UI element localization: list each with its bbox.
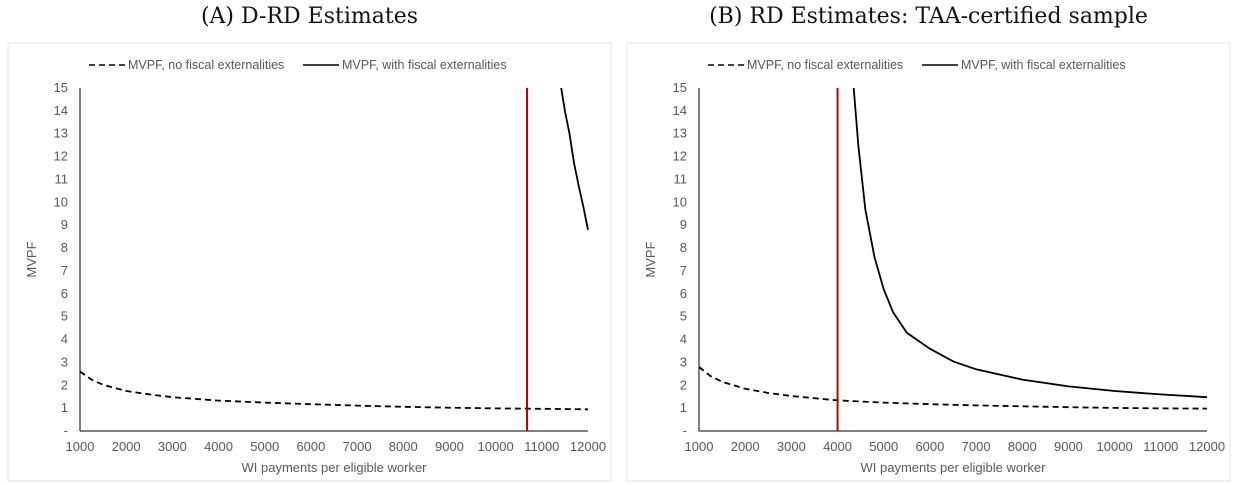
series-with-fiscal-line (852, 87, 1208, 399)
x-tick-label: 8000 (389, 439, 418, 454)
x-tick-label: 5000 (250, 439, 279, 454)
series-with-fiscal-line (560, 87, 589, 230)
y-tick-label: 13 (673, 126, 687, 141)
x-axis-label: WI payments per eligible worker (242, 460, 428, 475)
y-axis-label: MVPF (24, 241, 39, 277)
chart-frame (7, 42, 612, 482)
y-tick-label: 2 (61, 377, 68, 392)
x-tick-label: 1000 (685, 439, 714, 454)
x-tick-label: 12000 (1189, 439, 1225, 454)
y-tick-label: 8 (61, 240, 68, 255)
y-tick-label: 6 (61, 286, 68, 301)
y-tick-label: 7 (61, 263, 68, 278)
y-tick-label: 7 (680, 263, 687, 278)
x-axis-label: WI payments per eligible worker (861, 460, 1047, 475)
y-tick-label: 9 (680, 217, 687, 232)
y-tick-label: 3 (61, 354, 68, 369)
legend: MVPF, no fiscal externalities MVPF, with … (708, 58, 1126, 72)
y-tick-label: - (64, 423, 68, 438)
x-tick-label: 12000 (570, 439, 606, 454)
x-tick-label: 9000 (435, 439, 464, 454)
x-tick-label: 11000 (524, 439, 559, 454)
x-tick-label: 4000 (204, 439, 233, 454)
x-tick-label: 2000 (112, 439, 141, 454)
y-tick-label: 4 (61, 332, 68, 347)
x-tick-label: 7000 (962, 439, 991, 454)
panel-b-chart: MVPF, no fiscal externalities MVPF, with … (626, 42, 1231, 482)
y-tick-label: 6 (680, 286, 687, 301)
panel-a: (A) D-RD Estimates MVPF, no fiscal exter… (7, 4, 612, 482)
chart-frame (626, 42, 1231, 482)
series-no-fiscal-line (698, 366, 1208, 410)
y-tick-label: 4 (680, 332, 687, 347)
x-tick-label: 8000 (1008, 439, 1037, 454)
x-tick-label: 3000 (777, 439, 806, 454)
y-tick-label: 11 (55, 171, 69, 186)
y-tick-label: 5 (61, 309, 68, 324)
x-tick-label: 9000 (1054, 439, 1083, 454)
x-tick-label: 3000 (158, 439, 187, 454)
y-tick-label: 10 (54, 194, 68, 209)
y-tick-label: 2 (680, 377, 687, 392)
x-tick-label: 5000 (869, 439, 898, 454)
y-tick-label: 14 (673, 103, 687, 118)
y-tick-label: 1 (680, 400, 687, 415)
legend: MVPF, no fiscal externalities MVPF, with … (89, 58, 507, 72)
x-tick-label: 4000 (823, 439, 852, 454)
y-tick-label: 15 (54, 80, 68, 95)
x-tick-label: 7000 (343, 439, 372, 454)
legend-label: MVPF, with fiscal externalities (961, 58, 1126, 72)
y-tick-label: 14 (54, 103, 68, 118)
panel-a-chart: MVPF, no fiscal externalities MVPF, with … (7, 42, 612, 482)
y-tick-label: - (683, 423, 687, 438)
y-tick-label: 10 (673, 194, 687, 209)
y-tick-label: 11 (674, 171, 688, 186)
y-tick-label: 13 (54, 126, 68, 141)
legend-label: MVPF, with fiscal externalities (342, 58, 507, 72)
y-tick-label: 1 (61, 400, 68, 415)
x-tick-label: 10000 (1097, 439, 1133, 454)
y-axis-label: MVPF (643, 241, 658, 277)
panel-b: (B) RD Estimates: TAA-certified sample M… (619, 0, 1238, 485)
series-no-fiscal-line (79, 370, 589, 411)
y-tick-label: 3 (680, 354, 687, 369)
x-tick-label: 1000 (66, 439, 95, 454)
x-tick-label: 11000 (1143, 439, 1178, 454)
panel-b-title: (B) RD Estimates: TAA-certified sample (709, 4, 1148, 29)
legend-label: MVPF, no fiscal externalities (747, 58, 903, 72)
y-tick-label: 5 (680, 309, 687, 324)
y-tick-label: 9 (61, 217, 68, 232)
y-tick-label: 12 (673, 149, 687, 164)
legend-label: MVPF, no fiscal externalities (128, 58, 284, 72)
y-tick-label: 15 (673, 80, 687, 95)
panel-a-title: (A) D-RD Estimates (200, 4, 419, 29)
x-tick-label: 6000 (915, 439, 944, 454)
x-tick-label: 10000 (478, 439, 514, 454)
x-tick-label: 6000 (296, 439, 325, 454)
y-tick-label: 8 (680, 240, 687, 255)
x-tick-label: 2000 (731, 439, 760, 454)
y-tick-label: 12 (54, 149, 68, 164)
